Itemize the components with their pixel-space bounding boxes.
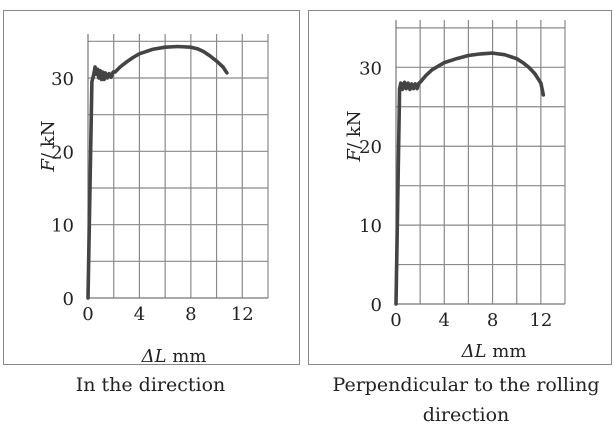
x-tick-label: 12: [231, 304, 254, 325]
x-tick-label: 4: [134, 304, 145, 325]
x-tick-label: 0: [82, 304, 93, 325]
y-tick-label: 20: [51, 142, 74, 163]
grid: [88, 34, 269, 298]
chart-left: 0 10 20 30 0 4 8 12 ΔL mm F/ kN: [38, 34, 269, 367]
x-tick-label: 8: [487, 310, 498, 331]
caption-right: Perpendicular to the rolling direction: [332, 374, 600, 426]
x-axis-symbol: ΔL: [141, 346, 167, 367]
caption-left: In the direction: [75, 374, 226, 396]
x-axis-unit: mm: [167, 346, 207, 367]
y-axis-unit: / kN: [38, 121, 59, 159]
y-tick-label: 10: [359, 216, 382, 237]
y-tick-label: 30: [359, 58, 382, 79]
y-tick-label: 20: [359, 137, 382, 158]
grid: [396, 20, 566, 304]
x-axis-label: ΔL mm: [141, 346, 207, 367]
x-axis-symbol: ΔL: [461, 341, 487, 362]
y-tick-label: 0: [371, 295, 382, 316]
y-tick-label: 30: [51, 69, 74, 90]
x-tick-label: 8: [185, 304, 196, 325]
y-axis-symbol: F: [38, 157, 59, 172]
y-tick-label: 0: [63, 289, 74, 310]
y-axis-label: F/ kN: [344, 111, 365, 163]
x-tick-label: 4: [439, 310, 450, 331]
x-axis-unit: mm: [487, 341, 527, 362]
y-axis-symbol: F: [344, 147, 365, 162]
series-line: [86, 44, 229, 300]
x-tick-label: 12: [529, 310, 552, 331]
series-line: [394, 51, 546, 306]
y-tick-label: 10: [51, 216, 74, 237]
y-axis-unit: / kN: [344, 111, 365, 149]
x-axis-label: ΔL mm: [461, 341, 527, 362]
y-axis-label: F/ kN: [38, 121, 59, 173]
chart-panel-left: 0 10 20 30 0 4 8 12 ΔL mm F/ kN: [3, 10, 300, 367]
x-tick-label: 0: [390, 310, 401, 331]
chart-panel-right: 0 10 20 30 0 4 8 12 ΔL mm F/ kN: [308, 10, 612, 365]
